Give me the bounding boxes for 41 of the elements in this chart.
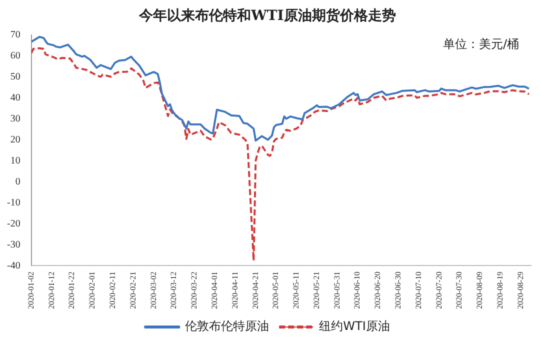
- x-tick-label: 2020-08-09: [475, 272, 484, 309]
- x-tick-label: 2020-08-19: [496, 272, 504, 309]
- x-tick-label: 2020-01-22: [67, 272, 76, 309]
- y-tick-label: -10: [6, 197, 20, 208]
- x-tick-label: 2020-06-20: [373, 272, 382, 309]
- x-tick-label: 2020-08-29: [516, 272, 525, 309]
- y-tick-label: 70: [10, 29, 20, 40]
- x-tick-label: 2020-02-21: [128, 272, 138, 309]
- x-tick-label: 2020-05-31: [332, 272, 342, 309]
- x-tick-label: 2020-04-01: [210, 272, 219, 309]
- x-tick-label: 2020-05-11: [292, 272, 301, 309]
- legend-label: 纽约WTI原油: [319, 319, 390, 334]
- x-tick-label: 2020-06-30: [394, 272, 403, 309]
- x-tick-label: 2020-03-02: [148, 272, 158, 309]
- y-tick-label: -20: [6, 218, 20, 230]
- x-tick-label: 2020-07-10: [414, 272, 423, 309]
- y-tick-label: 50: [10, 71, 20, 82]
- y-tick-label: -40: [6, 260, 20, 272]
- x-tick-label: 2020-04-11: [230, 272, 240, 309]
- x-tick-label: 2020-05-21: [312, 272, 321, 309]
- x-tick-label: 2020-07-30: [454, 272, 464, 309]
- x-tick-label: 2020-03-22: [190, 272, 199, 309]
- y-tick-label: 10: [10, 155, 20, 166]
- x-tick-label: 2020-03-12: [169, 272, 178, 309]
- x-tick-label: 2020-01-02: [26, 272, 36, 309]
- y-tick-label: 20: [10, 134, 20, 146]
- y-tick-label: 30: [10, 113, 20, 124]
- y-tick-label: 40: [10, 92, 20, 104]
- y-tick-label: 0: [15, 176, 20, 188]
- x-tick-label: 2020-01-12: [46, 272, 56, 309]
- y-tick-label: -30: [6, 239, 20, 250]
- x-tick-label: 2020-02-11: [108, 272, 118, 309]
- x-tick-label: 2020-05-01: [271, 272, 280, 309]
- x-tick-label: 2020-04-21: [250, 272, 260, 309]
- y-tick-label: 60: [10, 50, 20, 62]
- legend-label: 伦敦布伦特原油: [185, 319, 270, 334]
- x-tick-label: 2020-02-01: [88, 272, 97, 309]
- x-tick-label: 2020-06-10: [352, 272, 362, 309]
- annotation: 单位：美元/桶: [442, 36, 519, 51]
- chart-title: 今年以来布伦特和WTI原油期货价格走势: [138, 8, 396, 24]
- x-tick-label: 2020-07-20: [434, 272, 444, 309]
